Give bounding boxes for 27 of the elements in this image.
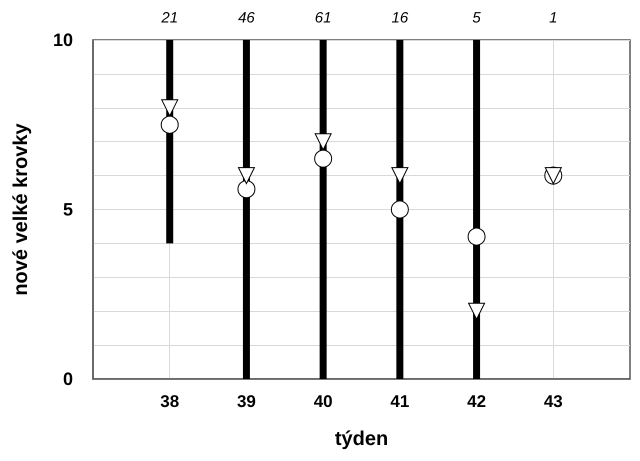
text: 1 — [549, 10, 558, 26]
text: 46 — [238, 10, 256, 26]
text: 21 — [160, 10, 178, 26]
x-tick-label: 40 — [314, 392, 333, 411]
point — [468, 302, 486, 320]
text: 61 — [314, 10, 332, 26]
point — [468, 228, 486, 246]
x-tick-label: 39 — [236, 392, 256, 411]
point — [314, 150, 332, 168]
y-tick-label: 5 — [62, 200, 73, 220]
x-tick-label: 42 — [467, 392, 486, 411]
point — [161, 99, 178, 116]
point — [390, 200, 409, 218]
point — [391, 167, 408, 184]
x-tick-label: 38 — [160, 392, 180, 411]
text: 16 — [392, 10, 409, 26]
x-tick-label: 43 — [544, 392, 563, 411]
x-axis-title: týden — [334, 428, 388, 450]
x-tick-label: 41 — [390, 392, 410, 411]
point — [237, 180, 256, 198]
y-tick-label: 10 — [52, 30, 73, 50]
point — [238, 167, 255, 184]
y-axis-title: nové velké krovky — [10, 122, 32, 296]
point — [314, 133, 332, 150]
y-tick-label: 0 — [62, 369, 73, 389]
text: 5 — [472, 10, 482, 26]
point — [160, 116, 179, 134]
